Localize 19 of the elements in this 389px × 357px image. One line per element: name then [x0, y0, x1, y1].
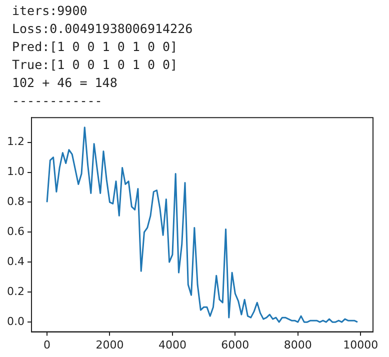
y-tick-label: 0.6 [6, 225, 24, 238]
y-tick-label: 0.0 [6, 314, 24, 328]
y-tick-label: 0.4 [6, 255, 24, 268]
y-tick-label: 1.0 [6, 165, 24, 178]
text: ------------ [12, 92, 104, 110]
y-tick-label: 0.2 [6, 284, 24, 298]
x-tick-label: 6000 [221, 338, 250, 352]
x-tick-label: 2000 [96, 338, 124, 352]
text: True:[1 0 0 1 0 1 0 0] [12, 56, 179, 74]
text: Pred:[1 0 0 1 0 1 0 0] [12, 38, 179, 56]
text: 102 + 46 = 148 [12, 74, 118, 92]
y-tick-label: 0.8 [6, 195, 24, 208]
x-tick-label: 0 [44, 338, 51, 352]
x-tick-label: 4000 [158, 338, 186, 352]
text: Loss:0.00491938006914226 [12, 20, 193, 38]
y-tick-label: 1.2 [6, 135, 24, 148]
x-tick-label: 8000 [284, 338, 312, 352]
x-tick-label: 10000 [343, 338, 378, 352]
text: iters:9900 [12, 2, 88, 20]
